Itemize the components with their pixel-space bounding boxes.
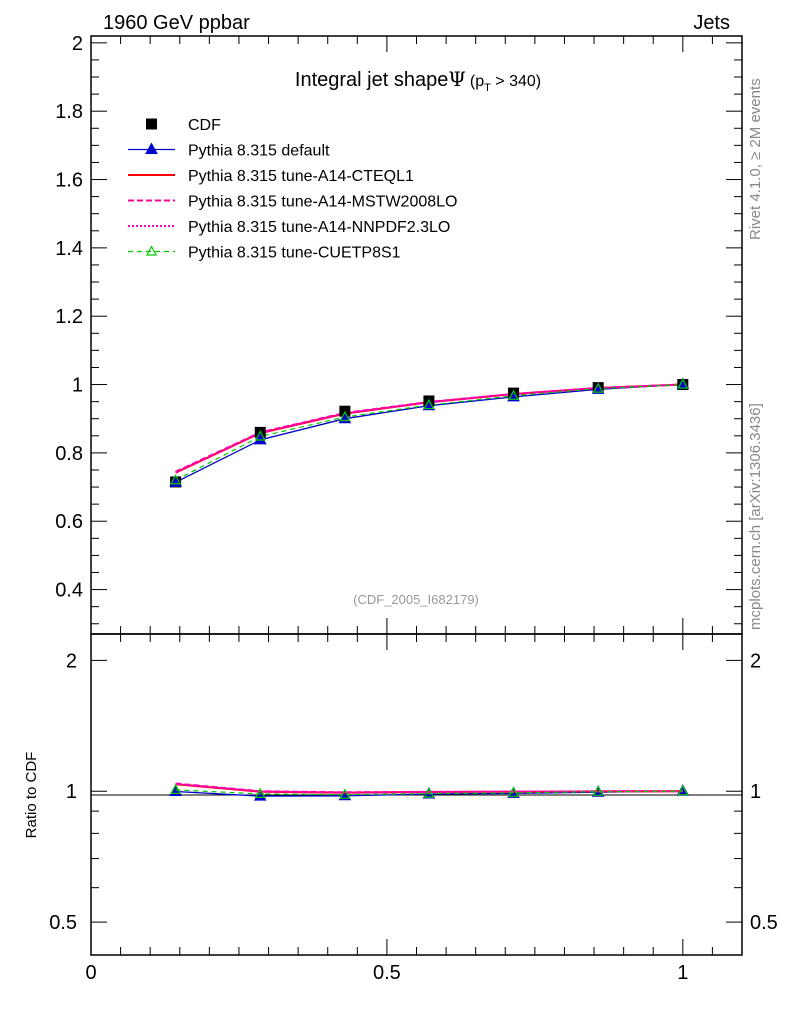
main-series-marker bbox=[254, 430, 266, 441]
ratio-series-marker bbox=[423, 787, 435, 798]
ratio-series-marker bbox=[592, 785, 604, 796]
main-y-tick-label: 1 bbox=[72, 375, 83, 397]
main-series-marker bbox=[253, 432, 267, 445]
ratio-series-marker bbox=[677, 784, 689, 796]
header-right: Jets bbox=[693, 12, 730, 34]
ratio-series-marker bbox=[339, 788, 351, 799]
main-y-tick-label: 1.8 bbox=[55, 101, 83, 123]
main-series-marker bbox=[508, 389, 520, 400]
ratio-series-line bbox=[175, 783, 683, 794]
legend-marker bbox=[146, 245, 157, 256]
legend-label: Pythia 8.315 tune-CUETP8S1 bbox=[188, 245, 401, 262]
main-y-tick-label: 1.6 bbox=[55, 170, 83, 192]
ratio-y-tick-label-right: 0.5 bbox=[750, 912, 778, 934]
legend-marker bbox=[145, 142, 158, 154]
analysis-id: (CDF_2005_I682179) bbox=[353, 592, 479, 607]
legend-label: Pythia 8.315 tune-A14-MSTW2008LO bbox=[188, 194, 457, 211]
main-y-tick-label: 0.8 bbox=[55, 443, 83, 465]
legend-label: Pythia 8.315 tune-A14-CTEQL1 bbox=[188, 168, 414, 185]
ratio-y-tick-label: 2 bbox=[66, 650, 77, 672]
rivet-label: Rivet 4.1.0, ≥ 2M events bbox=[747, 78, 764, 240]
ratio-y-tick-label-right: 2 bbox=[750, 650, 761, 672]
chart-title: Integral jet shapeΨ (pT > 340) bbox=[295, 67, 541, 94]
legend: CDF Pythia 8.315 default Pythia 8.315 tune… bbox=[128, 117, 457, 262]
main-series-marker bbox=[423, 398, 435, 410]
legend-marker-cdf bbox=[146, 118, 157, 130]
main-y-tick-label: 0.6 bbox=[55, 511, 83, 533]
main-y-tick-label: 1.4 bbox=[55, 238, 83, 260]
main-series-marker bbox=[170, 473, 182, 485]
legend-label: Pythia 8.315 tune-A14-NNPDF2.3LO bbox=[188, 219, 450, 236]
mcplots-label: mcplots.cern.ch [arXiv:1306.3436] bbox=[747, 403, 764, 630]
main-series-marker bbox=[592, 382, 604, 393]
header-left: 1960 GeV ppbar bbox=[103, 12, 250, 34]
ratio-ylabel: Ratio to CDF bbox=[23, 752, 40, 839]
legend-label-cdf: CDF bbox=[188, 117, 221, 134]
x-tick-label: 0.5 bbox=[373, 962, 401, 984]
ratio-series-marker bbox=[170, 783, 182, 795]
main-y-tick-label: 2 bbox=[72, 33, 83, 55]
main-series-marker bbox=[677, 378, 689, 389]
x-tick-label: 0 bbox=[85, 962, 96, 984]
x-tick-label: 1 bbox=[677, 962, 688, 984]
main-series-marker bbox=[339, 410, 351, 422]
ratio-y-tick-label-right: 1 bbox=[750, 781, 761, 803]
ratio-y-tick-label: 0.5 bbox=[49, 912, 77, 934]
ratio-series-marker bbox=[508, 786, 520, 797]
main-y-tick-label: 1.2 bbox=[55, 306, 83, 328]
ratio-series-marker bbox=[254, 787, 266, 798]
ratio-series-line bbox=[175, 789, 683, 796]
main-y-tick-label: 0.4 bbox=[55, 580, 83, 602]
legend-label: Pythia 8.315 default bbox=[188, 143, 330, 160]
ratio-y-tick-label: 1 bbox=[66, 781, 77, 803]
